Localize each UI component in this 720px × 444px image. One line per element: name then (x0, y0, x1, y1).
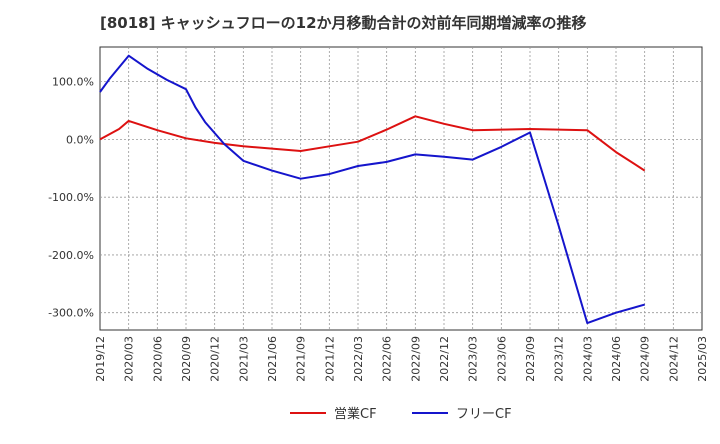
x-tick-label: 2020/09 (180, 336, 193, 382)
x-tick-label: 2024/12 (667, 336, 680, 382)
plot-frame (99, 46, 703, 331)
y-tick-label: -100.0% (48, 191, 94, 204)
legend-label-2: フリーCF (456, 407, 512, 422)
series-line-2 (99, 54, 645, 325)
series-line-1 (99, 115, 646, 172)
x-tick-label: 2021/03 (237, 336, 250, 382)
x-tick-label: 2023/03 (467, 336, 480, 382)
y-tick-label: 100.0% (52, 76, 94, 89)
x-tick-label: 2024/03 (581, 336, 594, 382)
x-tick-label: 2019/12 (94, 336, 107, 382)
x-tick-label: 2020/12 (209, 336, 222, 382)
x-tick-label: 2021/09 (295, 336, 308, 382)
y-tick-label: -300.0% (48, 307, 94, 320)
x-tick-label: 2020/06 (151, 336, 164, 382)
x-tick-label: 2022/12 (438, 336, 451, 382)
chart-title: [8018] キャッシュフローの12か月移動合計の対前年同期増減率の推移 (100, 14, 587, 32)
x-tick-label: 2022/09 (409, 336, 422, 382)
x-tick-label: 2024/09 (639, 336, 652, 382)
x-tick-label: 2022/06 (381, 336, 394, 382)
x-tick-label: 2021/06 (266, 336, 279, 382)
y-tick-label: 0.0% (66, 133, 94, 146)
x-tick-label: 2020/03 (123, 336, 136, 382)
legend-label-1: 営業CF (334, 406, 377, 422)
x-tick-label: 2024/06 (610, 336, 623, 382)
x-tick-label: 2025/03 (696, 336, 709, 382)
x-tick-label: 2023/12 (553, 336, 566, 382)
x-tick-label: 2023/09 (524, 336, 537, 382)
x-tick-label: 2022/03 (352, 336, 365, 382)
x-tick-label: 2023/06 (495, 336, 508, 382)
y-tick-label: -200.0% (48, 249, 94, 262)
x-tick-label: 2021/12 (323, 336, 336, 382)
